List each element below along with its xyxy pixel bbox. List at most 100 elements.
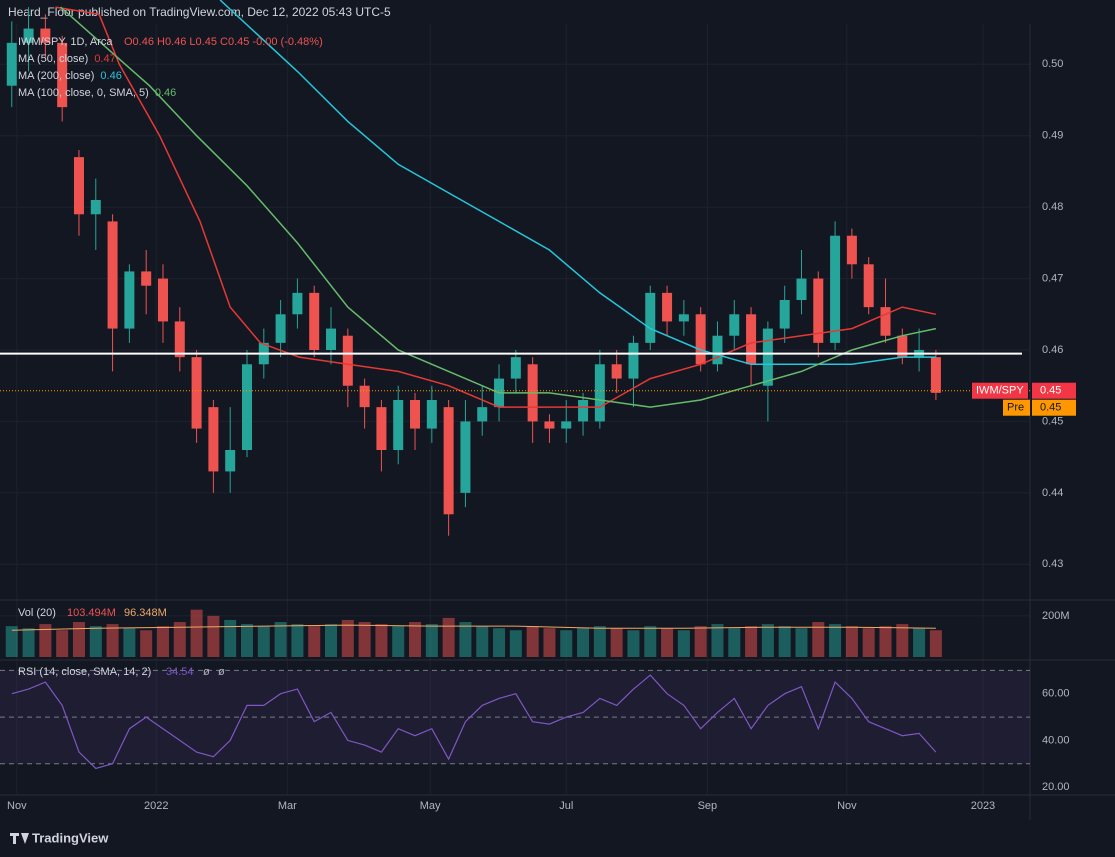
volume-bar — [593, 626, 606, 657]
candle-body — [863, 264, 874, 308]
candle-body — [73, 157, 84, 215]
candle-body — [611, 364, 622, 379]
candle-body — [746, 314, 757, 365]
volume-bar — [560, 630, 573, 657]
rsi-value: 34.54 — [166, 666, 194, 678]
y-tick-label: 0.43 — [1042, 558, 1063, 570]
volume-bar — [543, 628, 556, 657]
candle-body — [443, 407, 454, 515]
volume-bar — [409, 622, 422, 657]
volume-bar — [425, 624, 438, 657]
x-tick-label: May — [420, 800, 441, 812]
candle-body — [410, 400, 421, 429]
candle-body — [393, 400, 404, 450]
volume-bar — [795, 628, 808, 657]
moving-average — [60, 6, 937, 408]
volume-bar — [72, 622, 85, 657]
candle-body — [460, 421, 471, 493]
volume-bar — [509, 630, 522, 657]
candle-body — [124, 271, 135, 329]
y-tick-label: 0.50 — [1042, 58, 1063, 70]
volume-bar — [761, 624, 774, 657]
volume-bar — [392, 626, 405, 657]
candle-body — [578, 400, 589, 422]
volume-bar — [493, 628, 506, 657]
volume-bar — [156, 626, 169, 657]
candle-body — [594, 364, 605, 422]
volume-ma — [11, 624, 936, 631]
x-tick-label: 2022 — [144, 800, 168, 812]
rsi-tick-label: 40.00 — [1042, 734, 1070, 746]
legend-text: 0.46 — [100, 70, 121, 82]
volume-bar — [913, 628, 926, 657]
volume-bar — [190, 609, 203, 657]
volume-ma-value: 96.348M — [124, 607, 167, 619]
volume-bar — [224, 619, 237, 657]
volume-bar — [778, 626, 791, 657]
volume-bar — [106, 624, 119, 657]
last-tag-name: IWM/SPY — [976, 385, 1024, 397]
candle-body — [342, 335, 353, 386]
candle-body — [90, 200, 101, 215]
last-tag-value-bg — [1032, 382, 1076, 399]
volume-bar — [694, 626, 707, 657]
volume-bar — [22, 628, 35, 657]
candle-body — [191, 357, 202, 429]
volume-bar — [745, 626, 758, 657]
candle-body — [779, 300, 790, 329]
candle-body — [309, 292, 320, 350]
volume-bar — [812, 622, 825, 657]
volume-title: Vol (20) — [18, 607, 56, 619]
y-tick-label: 0.46 — [1042, 344, 1063, 356]
x-tick-label: Sep — [698, 800, 718, 812]
rsi-title: RSI (14, close, SMA, 14, 2) — [18, 666, 151, 678]
x-tick-label: 2023 — [971, 800, 995, 812]
volume-bar — [140, 630, 153, 657]
candle-body — [359, 385, 370, 408]
rsi-extra: ø — [203, 666, 210, 678]
volume-bar — [476, 626, 489, 657]
volume-bar — [39, 624, 52, 657]
moving-average — [219, 0, 936, 366]
legend-text: MA (50, close) — [18, 53, 88, 65]
volume-bar — [677, 630, 690, 657]
candle-body — [376, 407, 387, 450]
legend-text: MA (200, close) — [18, 70, 94, 82]
candle-body — [40, 28, 51, 43]
x-tick-label: Nov — [837, 800, 857, 812]
candle-body — [510, 357, 521, 379]
volume-bar — [5, 626, 18, 657]
candle-body — [729, 314, 740, 336]
volume-bar — [173, 622, 186, 657]
candle-body — [796, 278, 807, 300]
volume-bar — [123, 628, 136, 657]
volume-bar — [459, 622, 472, 657]
volume-bar — [240, 624, 253, 657]
pre-tag-value: 0.45 — [1040, 402, 1061, 414]
x-tick-label: Jul — [559, 800, 573, 812]
candle-body — [830, 235, 841, 343]
header: Heard_Floor published on TradingView.com… — [8, 5, 391, 19]
candle-body — [208, 407, 219, 472]
candle-body — [897, 335, 908, 358]
price-pane — [6, 0, 941, 536]
volume-tick-label: 200M — [1042, 610, 1070, 622]
candle-body — [241, 364, 252, 450]
candle-body — [678, 314, 689, 322]
candle-body — [628, 342, 639, 379]
y-tick-label: 0.47 — [1042, 272, 1063, 284]
legend-text: MA (100, close, 0, SMA, 5) — [18, 87, 149, 99]
candle-body — [662, 292, 673, 322]
volume-bar — [829, 624, 842, 657]
candle-body — [846, 235, 857, 265]
legend-text: O0.46 H0.46 L0.45 C0.45 -0.00 (-0.48%) — [124, 36, 323, 48]
candle-body — [57, 42, 68, 108]
volume-bar — [728, 628, 741, 657]
candle-body — [174, 321, 185, 358]
last-tag-value: 0.45 — [1040, 385, 1061, 397]
y-tick-label: 0.44 — [1042, 487, 1063, 499]
legend-text: 0.46 — [155, 87, 176, 99]
volume-bar — [358, 622, 371, 657]
rsi-tick-label: 20.00 — [1042, 781, 1070, 793]
